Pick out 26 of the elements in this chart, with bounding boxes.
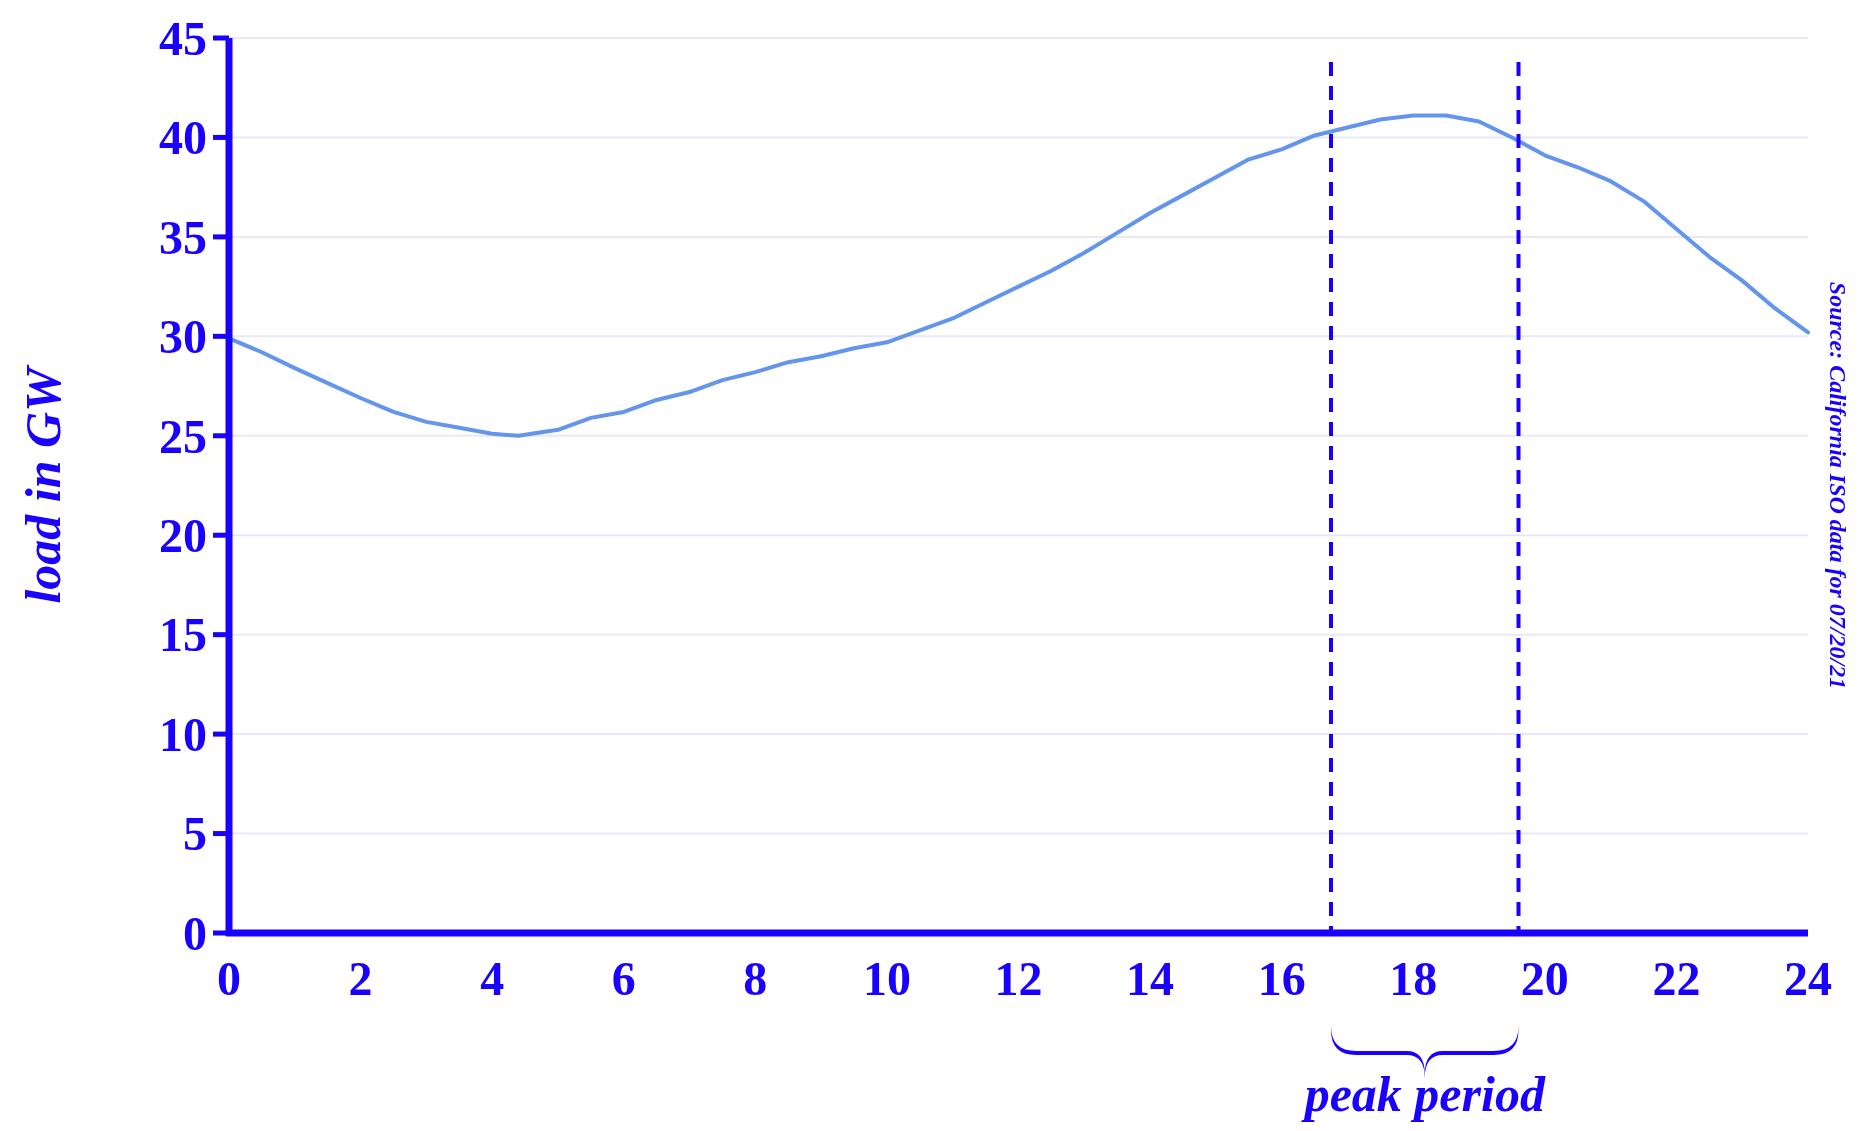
y-tick-label: 15 xyxy=(159,608,207,662)
x-tick-label: 16 xyxy=(1257,952,1306,1005)
x-tick-label: 24 xyxy=(1784,952,1832,1005)
x-tick-label: 2 xyxy=(348,952,373,1005)
y-tick-label: 5 xyxy=(183,807,207,861)
x-tick-label: 20 xyxy=(1520,952,1569,1005)
x-tick-label: 22 xyxy=(1652,952,1701,1005)
y-tick-label: 20 xyxy=(159,509,207,563)
x-tick-label: 12 xyxy=(994,952,1043,1005)
x-tick-label: 6 xyxy=(611,952,636,1005)
x-tick-label: 8 xyxy=(743,952,768,1005)
x-tick-label: 4 xyxy=(480,952,505,1005)
y-axis-title: load in GW xyxy=(15,363,71,604)
y-tick-label: 45 xyxy=(159,11,207,65)
source-note: Source: California ISO data for 07/20/21 xyxy=(1825,281,1851,690)
x-tick-label: 0 xyxy=(217,952,241,1005)
y-tick-label: 0 xyxy=(183,906,207,960)
y-tick-label: 10 xyxy=(159,707,207,761)
text: peak period xyxy=(1300,1066,1546,1122)
x-tick-label: 10 xyxy=(862,952,911,1005)
x-tick-label: 14 xyxy=(1126,952,1175,1005)
x-tick-label: 18 xyxy=(1389,952,1438,1005)
y-tick-label: 40 xyxy=(159,111,207,165)
y-tick-label: 25 xyxy=(159,409,207,463)
y-tick-label: 30 xyxy=(159,310,207,364)
y-tick-label: 35 xyxy=(159,210,207,264)
